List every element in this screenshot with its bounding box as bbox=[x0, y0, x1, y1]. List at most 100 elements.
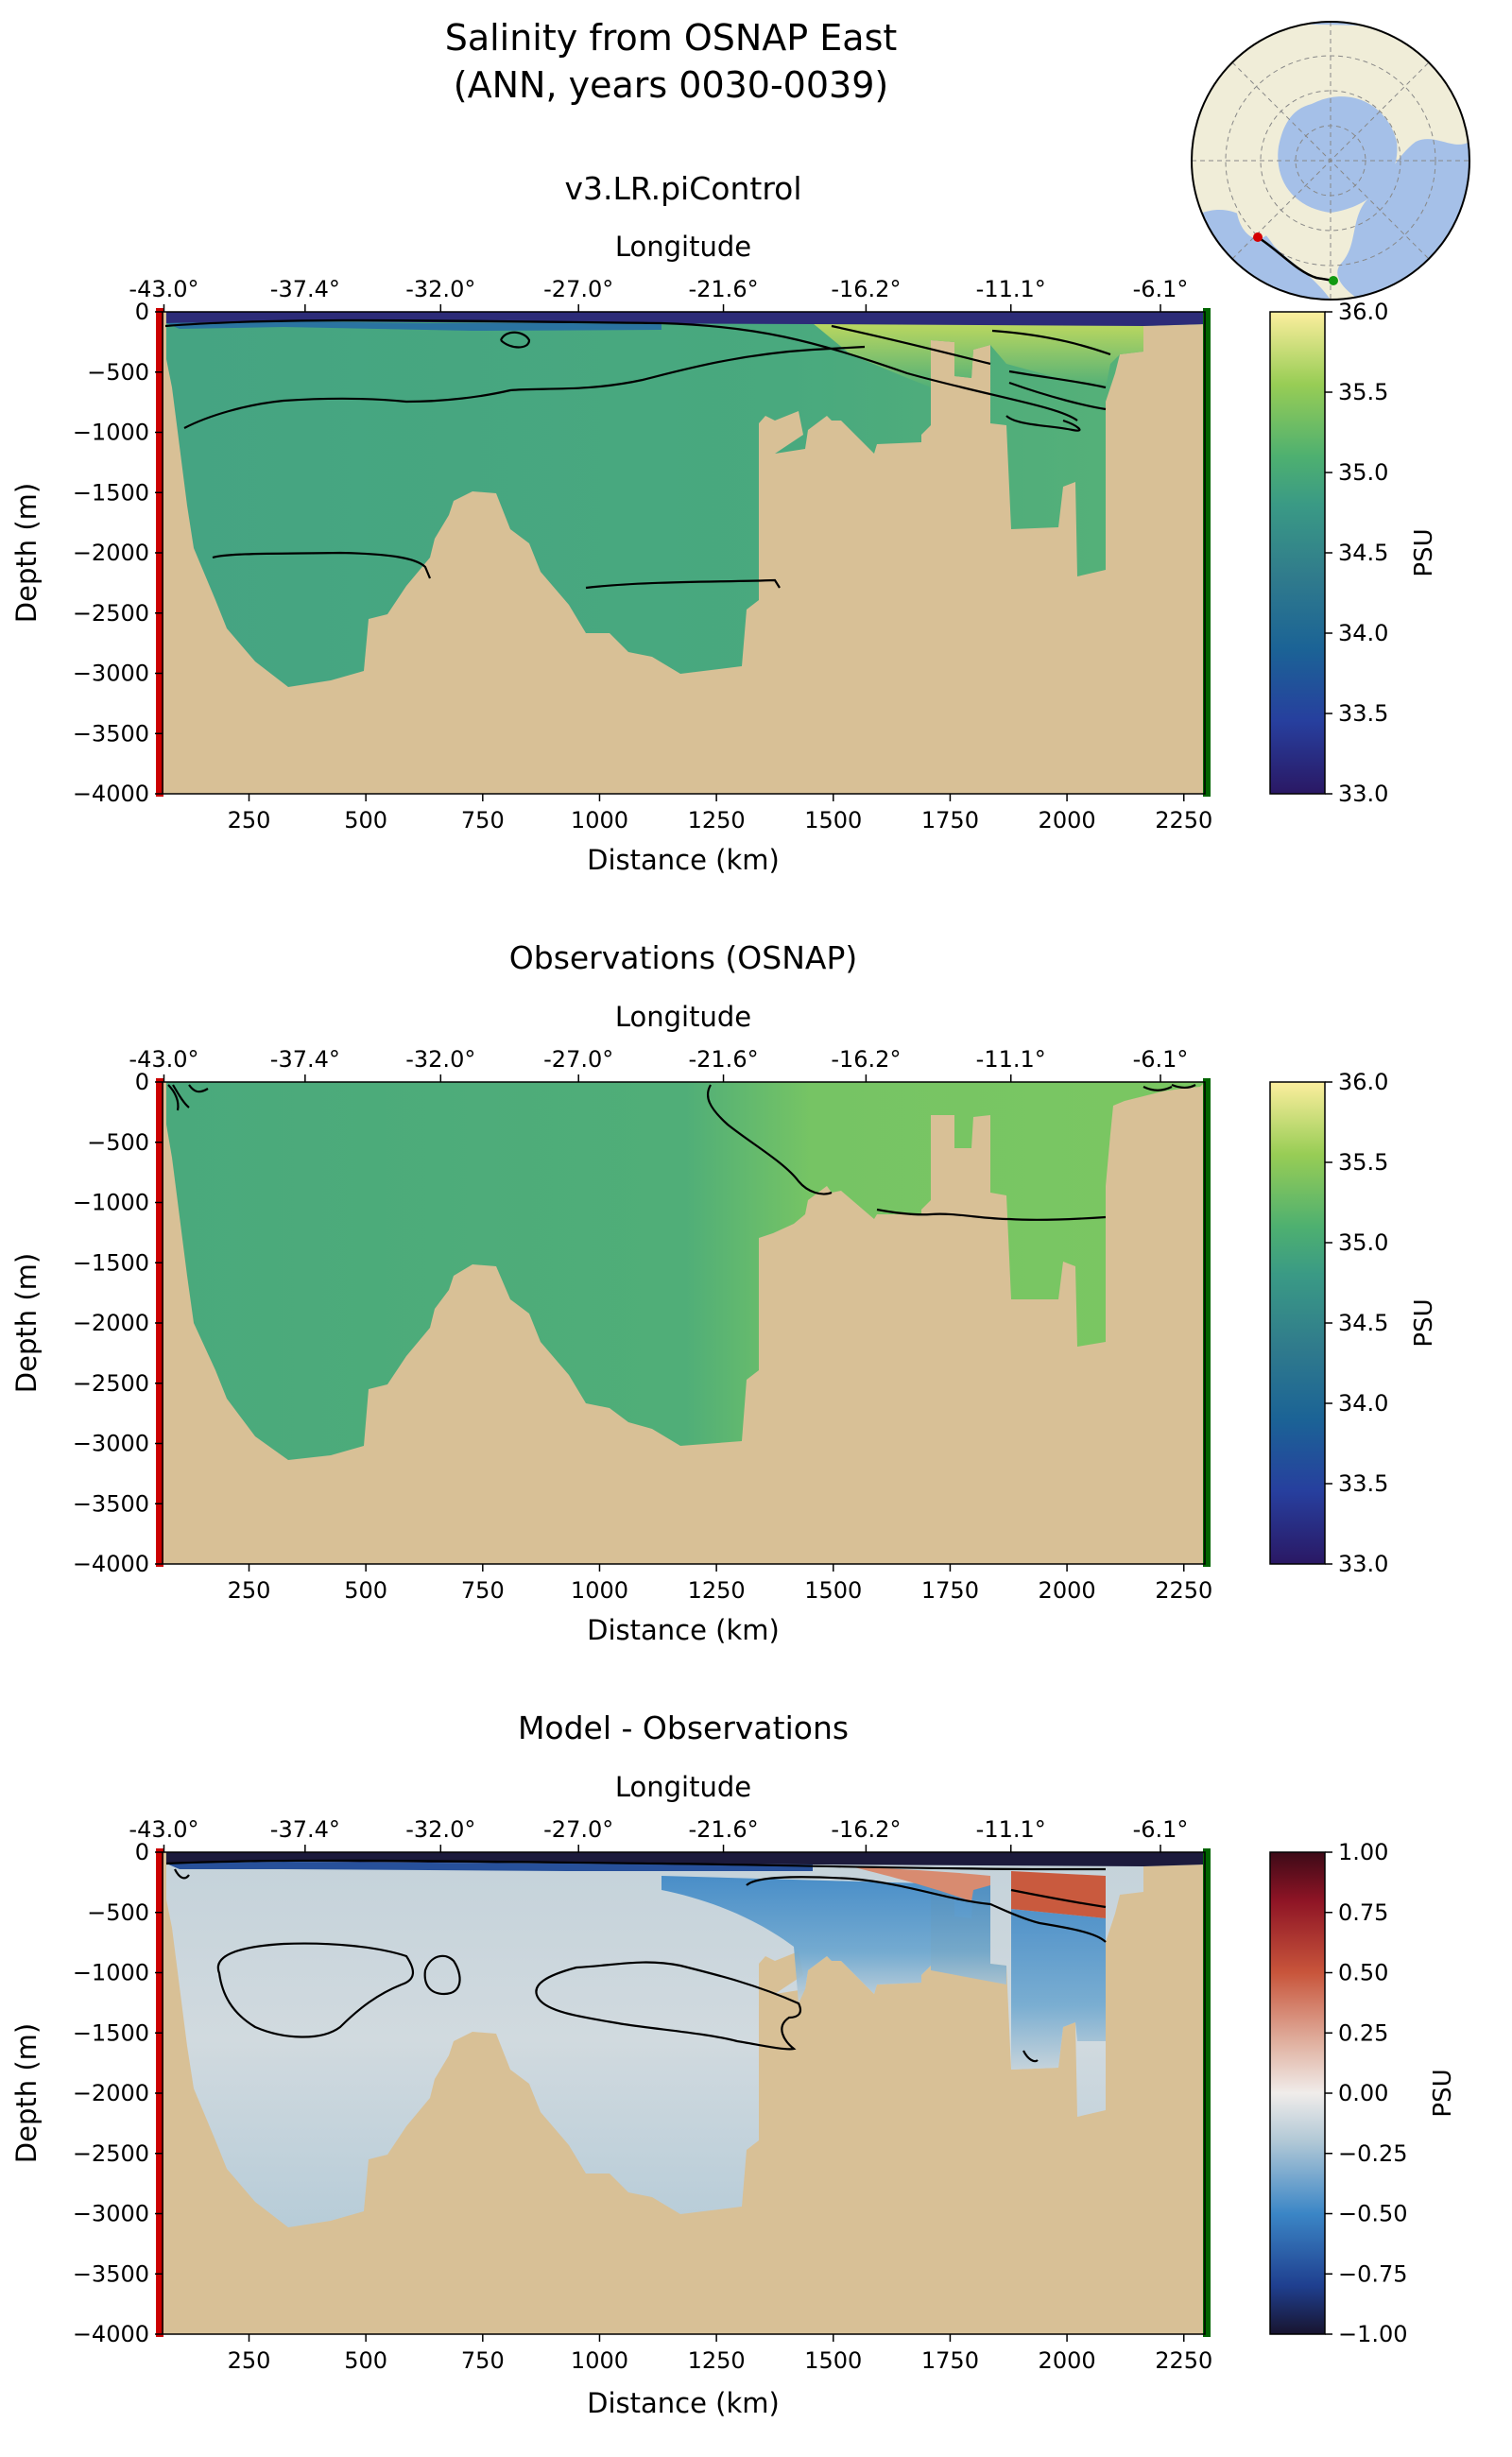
diff-colorbar-label: PSU bbox=[1429, 2069, 1457, 2117]
model-x-tick-label: 1000 bbox=[571, 807, 628, 833]
obs-lon-tick-label: -6.1° bbox=[1133, 1046, 1189, 1073]
diff-x-tick-label: 1750 bbox=[921, 2347, 979, 2374]
inset-globe-map bbox=[1191, 21, 1470, 301]
obs-x-tick-label: 250 bbox=[228, 1577, 271, 1604]
diff-top-axis-label: Longitude bbox=[615, 1771, 751, 1803]
model-lon-tick-label: -27.0° bbox=[543, 276, 613, 302]
obs-colorbar bbox=[1269, 1081, 1326, 1565]
model-cbar-tick-label: 36.0 bbox=[1338, 299, 1388, 325]
globe-greenland bbox=[1235, 176, 1279, 239]
diff-cbar-tick-label: −0.50 bbox=[1338, 2201, 1408, 2227]
model-x-axis: 250 500 750 1000 1250 1500 1750 2000 2250 bbox=[228, 794, 1212, 833]
obs-ylabel: Depth (m) bbox=[10, 1253, 43, 1393]
model-lon-tick-label: -21.6° bbox=[688, 276, 758, 302]
obs-x-tick-label: 1250 bbox=[688, 1577, 746, 1604]
obs-x-tick-label: 2000 bbox=[1039, 1577, 1096, 1604]
diff-x-tick-label: 750 bbox=[461, 2347, 505, 2374]
diff-cbar-tick-label: −0.25 bbox=[1338, 2140, 1408, 2167]
obs-xlabel: Distance (km) bbox=[587, 1614, 780, 1646]
model-longitude-axis: -43.0° -37.4° -32.0° -27.0° -21.6° -16.2° -11.… bbox=[129, 276, 1188, 312]
obs-lon-tick-label: -43.0° bbox=[129, 1046, 198, 1073]
diff-deep-east-blue bbox=[1011, 1909, 1106, 2070]
model-colorbar-ticks: 36.0 35.5 35.0 34.5 34.0 33.5 33.0 bbox=[1325, 299, 1388, 807]
obs-cbar-tick-label: 33.0 bbox=[1338, 1551, 1388, 1577]
obs-x-tick-label: 750 bbox=[461, 1577, 505, 1604]
model-lon-tick-label: -43.0° bbox=[129, 276, 198, 302]
diff-longitude-axis: -43.0° -37.4° -32.0° -27.0° -21.6° -16.2° -11.… bbox=[129, 1816, 1188, 1852]
diff-x-tick-label: 1250 bbox=[688, 2347, 746, 2374]
obs-y-tick-label: −1000 bbox=[73, 1190, 149, 1216]
obs-y-tick-label: −2500 bbox=[73, 1370, 149, 1397]
osnap-section-line bbox=[1257, 235, 1334, 283]
obs-x-tick-label: 1500 bbox=[804, 1577, 862, 1604]
model-y-tick-label: −3500 bbox=[73, 720, 149, 747]
diff-lon-tick-label: -11.1° bbox=[976, 1816, 1046, 1843]
diff-x-tick-label: 500 bbox=[344, 2347, 387, 2374]
obs-lon-tick-label: -27.0° bbox=[543, 1046, 613, 1073]
obs-y-tick-label: −2000 bbox=[73, 1310, 149, 1336]
obs-x-tick-label: 1750 bbox=[921, 1577, 979, 1604]
model-contours bbox=[164, 318, 1111, 590]
section-end-dot bbox=[1329, 276, 1338, 285]
diff-fresh-surface-layer bbox=[166, 1852, 1205, 1866]
diff-cbar-tick-label: 0.75 bbox=[1338, 1899, 1388, 1926]
model-x-tick-label: 1250 bbox=[688, 807, 746, 833]
model-y-tick-label: 0 bbox=[135, 299, 149, 325]
diff-x-tick-label: 2000 bbox=[1039, 2347, 1096, 2374]
difference-panel: Model - Observations Longitude 0 −500 −100… bbox=[10, 1710, 1457, 2419]
model-x-tick-label: 250 bbox=[228, 807, 271, 833]
obs-y-tick-label: −4000 bbox=[73, 1551, 149, 1577]
diff-y-tick-label: −2500 bbox=[73, 2140, 149, 2167]
model-cbar-tick-label: 33.5 bbox=[1338, 700, 1388, 727]
globe-border bbox=[1191, 21, 1470, 301]
diff-cbar-tick-label: 0.50 bbox=[1338, 1960, 1388, 1986]
diff-lon-tick-label: -27.0° bbox=[543, 1816, 613, 1843]
diff-lon-tick-label: -43.0° bbox=[129, 1816, 198, 1843]
diff-y-tick-label: −1000 bbox=[73, 1960, 149, 1986]
diff-lon-tick-label: -37.4° bbox=[270, 1816, 340, 1843]
obs-lon-tick-label: -37.4° bbox=[270, 1046, 340, 1073]
obs-y-tick-label: −1500 bbox=[73, 1249, 149, 1276]
diff-contours bbox=[165, 1859, 1107, 2063]
model-y-tick-label: −2500 bbox=[73, 600, 149, 627]
model-panel: v3.LR.piControl Longitude 0 −500 −1000 bbox=[10, 170, 1438, 876]
obs-lon-tick-label: -21.6° bbox=[688, 1046, 758, 1073]
model-x-tick-label: 500 bbox=[344, 807, 387, 833]
diff-cbar-tick-label: −1.00 bbox=[1338, 2321, 1408, 2347]
obs-panel-title: Observations (OSNAP) bbox=[509, 939, 857, 976]
diff-y-tick-label: 0 bbox=[135, 1839, 149, 1865]
diff-cbar-tick-label: 0.00 bbox=[1338, 2080, 1388, 2106]
diff-panel-title: Model - Observations bbox=[518, 1710, 849, 1746]
obs-colorbar-ticks: 36.0 35.5 35.0 34.5 34.0 33.5 33.0 bbox=[1325, 1069, 1388, 1577]
obs-y-tick-label: 0 bbox=[135, 1069, 149, 1095]
model-cbar-tick-label: 33.0 bbox=[1338, 781, 1388, 807]
figure-title-line1: Salinity from OSNAP East bbox=[445, 17, 898, 59]
diff-xlabel: Distance (km) bbox=[587, 2387, 780, 2419]
globe-iceland bbox=[1302, 252, 1320, 265]
model-ocean-field bbox=[166, 312, 1205, 687]
obs-lon-tick-label: -32.0° bbox=[405, 1046, 475, 1073]
model-fresh-surface-layer bbox=[166, 312, 1205, 326]
diff-x-tick-label: 250 bbox=[228, 2347, 271, 2374]
diff-colorbar-ticks: 1.00 0.75 0.50 0.25 0.00 −0.25 −0.50 −0.75 −1.00 bbox=[1325, 1839, 1408, 2347]
diff-ocean-field bbox=[166, 1852, 1205, 2227]
diff-y-tick-label: −4000 bbox=[73, 2321, 149, 2347]
diff-lon-tick-label: -6.1° bbox=[1133, 1816, 1189, 1843]
diff-salty-bias-east bbox=[1011, 1871, 1106, 1918]
diff-x-axis: 250 500 750 1000 1250 1500 1750 2000 2250 bbox=[228, 2334, 1212, 2374]
model-fresh-surface-edge bbox=[166, 321, 662, 331]
diff-y-tick-label: −2000 bbox=[73, 2080, 149, 2106]
model-x-tick-label: 1750 bbox=[921, 807, 979, 833]
diff-lon-tick-label: -21.6° bbox=[688, 1816, 758, 1843]
model-lon-tick-label: -11.1° bbox=[976, 276, 1046, 302]
observations-panel: Observations (OSNAP) Longitude 0 −500 −100… bbox=[10, 939, 1438, 1646]
diff-cbar-tick-label: −0.75 bbox=[1338, 2260, 1408, 2287]
model-panel-title: v3.LR.piControl bbox=[564, 170, 801, 207]
diff-y-tick-label: −3000 bbox=[73, 2201, 149, 2227]
model-cbar-tick-label: 34.0 bbox=[1338, 620, 1388, 646]
obs-x-tick-label: 2250 bbox=[1155, 1577, 1212, 1604]
diff-x-tick-label: 1500 bbox=[804, 2347, 862, 2374]
model-y-tick-label: −4000 bbox=[73, 781, 149, 807]
obs-x-tick-label: 1000 bbox=[571, 1577, 628, 1604]
